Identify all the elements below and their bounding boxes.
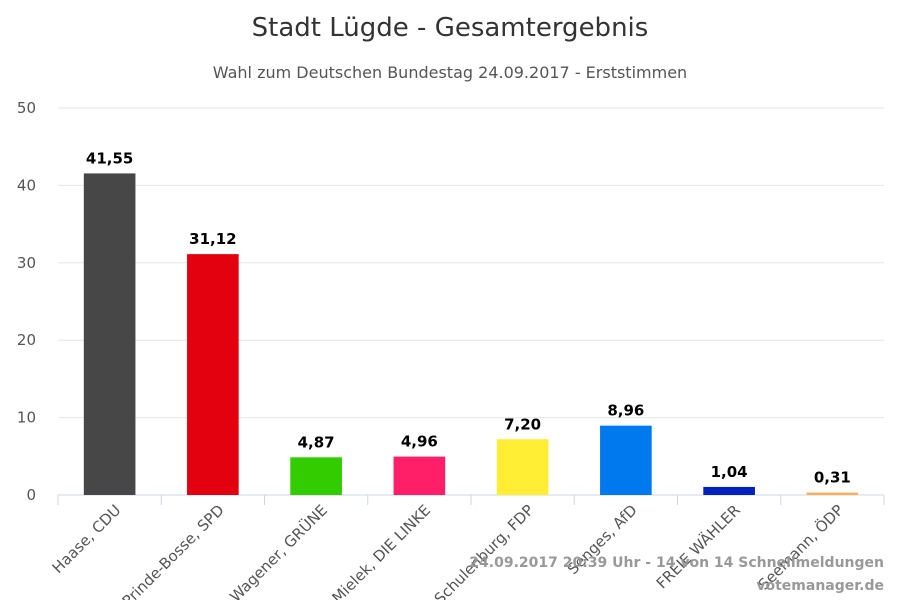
bar[interactable] — [703, 486, 755, 495]
bar[interactable] — [187, 254, 239, 495]
x-category-label: Schulenburg, FDP — [431, 501, 538, 600]
credit-source: votemanager.de — [756, 578, 884, 594]
bar[interactable] — [600, 425, 652, 495]
data-label: 41,55 — [86, 149, 133, 167]
x-category-label: FREIE WÄHLER — [652, 500, 744, 592]
bar[interactable] — [83, 173, 136, 495]
credit-status: 24.09.2017 20:39 Uhr - 14 von 14 Schnell… — [469, 555, 884, 571]
x-category-label: Prinde-Bosse, SPD — [119, 501, 228, 600]
y-tick-label: 10 — [17, 409, 36, 427]
y-tick-label: 40 — [17, 176, 36, 194]
data-label: 7,20 — [504, 415, 541, 433]
bar[interactable] — [806, 492, 859, 495]
y-tick-label: 0 — [26, 486, 36, 504]
bars — [83, 173, 859, 495]
data-label: 1,04 — [711, 463, 748, 481]
y-tick-label: 50 — [17, 99, 36, 117]
x-category-label: Mielek, DIE LINKE — [328, 501, 434, 600]
chart-title: Stadt Lügde - Gesamtergebnis — [252, 13, 649, 43]
y-tick-label: 30 — [17, 254, 36, 272]
bar[interactable] — [496, 439, 549, 495]
bar[interactable] — [393, 456, 446, 495]
data-label: 4,87 — [298, 433, 335, 451]
grid-lines — [58, 107, 884, 496]
data-label: 8,96 — [607, 402, 644, 420]
y-tick-label: 20 — [17, 331, 36, 349]
bar[interactable] — [290, 457, 342, 495]
data-label: 4,96 — [401, 433, 438, 451]
data-label: 31,12 — [189, 230, 236, 248]
y-axis-ticks: 0 10 20 30 40 50 — [17, 99, 36, 504]
x-category-label: Wagener, GRÜNE — [226, 500, 331, 600]
data-labels: 41,55 31,12 4,87 4,96 7,20 8,96 1,04 0,31 — [86, 149, 851, 486]
data-label: 0,31 — [814, 469, 851, 487]
x-category-label: Haase, CDU — [49, 501, 125, 577]
chart-subtitle: Wahl zum Deutschen Bundestag 24.09.2017 … — [213, 63, 687, 82]
